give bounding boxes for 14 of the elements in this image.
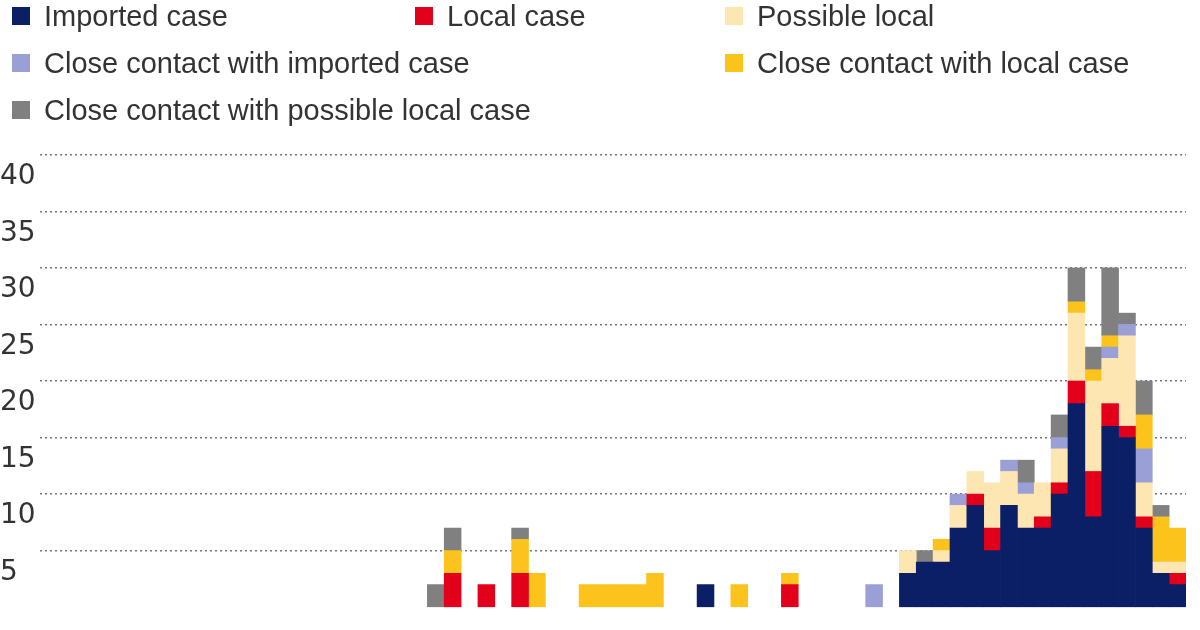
y-tick-label: 20: [0, 384, 36, 418]
legend-label: Close contact with imported case: [44, 46, 470, 80]
y-tick-label: 25: [0, 327, 36, 361]
y-tick-label: 30: [0, 271, 36, 305]
legend-label: Local case: [447, 0, 586, 33]
legend-label: Close contact with possible local case: [44, 93, 531, 127]
y-tick-label: 40: [0, 158, 36, 192]
y-tick-label: 35: [0, 214, 36, 248]
y-tick-label: 15: [0, 440, 36, 474]
legend-label: Possible local: [757, 0, 935, 33]
y-tick-label: 10: [0, 497, 36, 531]
y-tick-label: 5: [0, 553, 18, 587]
legend-label: Imported case: [44, 0, 228, 33]
legend-label: Close contact with local case: [757, 46, 1130, 80]
